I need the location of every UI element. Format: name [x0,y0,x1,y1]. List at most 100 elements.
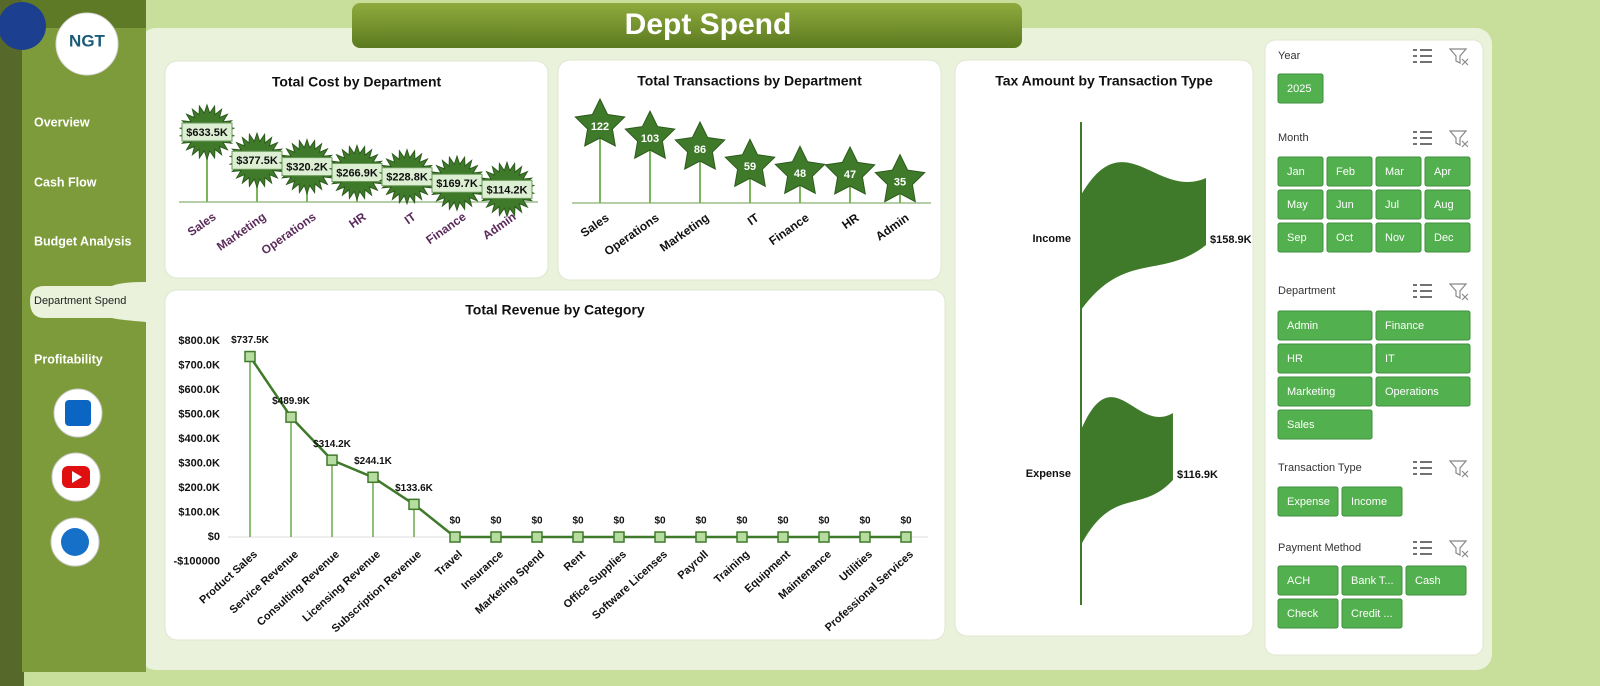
data-label: $133.6K [395,483,434,494]
point-marker [490,531,502,543]
slicer-title: Year [1278,50,1301,62]
slicer-item[interactable]: Finance [1385,320,1424,332]
multi-select-icon[interactable] [1413,541,1432,555]
slicer-item[interactable]: 2025 [1287,83,1311,95]
slicer-button[interactable] [1375,156,1422,187]
linkedin-icon [65,400,91,426]
slicer-button[interactable] [1326,156,1373,187]
slicer-item[interactable]: Credit ... [1351,608,1393,620]
clear-filter-icon[interactable] [1448,130,1469,148]
slicer-item[interactable]: ACH [1287,575,1310,587]
slicer-button[interactable] [1277,409,1373,440]
multi-select-icon[interactable] [1413,461,1432,475]
data-label: $0 [900,516,912,527]
slicer-button[interactable] [1375,343,1471,374]
slicer-button[interactable] [1341,598,1403,629]
point-marker [900,531,912,543]
logo-text: NGT [69,31,106,50]
slicer-button[interactable] [1375,222,1422,253]
slicer-button[interactable] [1277,343,1373,374]
data-label: $737.5K [231,335,270,346]
slicer-item[interactable]: Bank T... [1351,575,1394,587]
slicer-button[interactable] [1277,222,1324,253]
data-label: 59 [744,161,756,173]
slicer-button[interactable] [1424,189,1471,220]
nav-item[interactable]: Overview [34,115,90,129]
slicer-item[interactable]: Feb [1336,166,1355,178]
slicer-button[interactable] [1277,565,1339,596]
slicer-item[interactable]: Marketing [1287,386,1335,398]
clear-filter-icon[interactable] [1448,460,1469,478]
multi-select-icon[interactable] [1413,284,1432,298]
slicer-item[interactable]: HR [1287,353,1303,365]
slicer-item[interactable]: Admin [1287,320,1318,332]
slicer-button[interactable] [1326,222,1373,253]
slicer-item[interactable]: Oct [1336,232,1353,244]
slicer-button[interactable] [1277,376,1373,407]
data-label: $377.5K [236,155,278,167]
slicer-button[interactable] [1424,156,1471,187]
slicer-button[interactable] [1375,189,1422,220]
card [164,289,946,641]
slicer-item[interactable]: IT [1385,353,1395,365]
slicer-button[interactable] [1341,486,1403,517]
point-marker [244,350,256,363]
nav-item[interactable]: Department Spend [34,295,126,307]
slicer-button[interactable] [1277,189,1324,220]
slicer-item[interactable]: Sales [1287,419,1315,431]
category-label: Income [1032,233,1071,245]
slicer-title: Department [1278,285,1335,297]
slicer-item[interactable]: Sep [1287,232,1307,244]
slicer-button[interactable] [1375,376,1471,407]
nav-item[interactable]: Profitability [34,352,103,366]
slicer-item[interactable]: Check [1287,608,1319,620]
nav-item[interactable]: Budget Analysis [34,234,132,248]
clear-filter-icon[interactable] [1448,48,1469,66]
multi-select-icon[interactable] [1413,131,1432,145]
slicer-item[interactable]: Jul [1385,199,1399,211]
slicer-button[interactable] [1341,565,1403,596]
slicer-item[interactable]: Operations [1385,386,1439,398]
data-label: $116.9K [1177,469,1218,481]
slicer-item[interactable]: May [1287,199,1308,211]
slicer-item[interactable]: Nov [1385,232,1405,244]
point-marker [777,531,789,543]
multi-select-icon[interactable] [1413,49,1432,63]
point-marker [408,498,420,511]
card [954,59,1254,637]
slicer-item[interactable]: Cash [1415,575,1441,587]
slicer-button[interactable] [1375,310,1471,341]
nav-item[interactable]: Cash Flow [34,175,97,189]
slicer-button[interactable] [1277,310,1373,341]
slicer-button[interactable] [1277,486,1339,517]
slicer-item[interactable]: Jan [1287,166,1305,178]
label-box [181,122,233,142]
slicer-title: Payment Method [1278,542,1361,554]
slicer-button[interactable] [1277,73,1324,104]
y-tick-label: $200.0K [178,482,220,494]
slicer-button[interactable] [1326,189,1373,220]
slicer-item[interactable]: Income [1351,496,1387,508]
slicer-item[interactable]: Jun [1336,199,1354,211]
data-label: $0 [695,516,707,527]
slicer-button[interactable] [1277,156,1324,187]
slicer-button[interactable] [1277,598,1339,629]
clear-filter-icon[interactable] [1448,283,1469,301]
logo [55,12,119,76]
slicer-item[interactable]: Aug [1434,199,1454,211]
slicer-item[interactable]: Dec [1434,232,1454,244]
slicer-button[interactable] [1424,222,1471,253]
data-label: $228.8K [386,172,428,184]
slicer-item[interactable]: Mar [1385,166,1404,178]
side-strip [0,0,24,686]
slicer-button[interactable] [1405,565,1467,596]
data-label: $0 [818,516,830,527]
star-marker [674,120,726,171]
slicer-item[interactable]: Apr [1434,166,1451,178]
data-label: 122 [591,121,609,133]
y-tick-label: $600.0K [178,384,220,396]
slicer-item[interactable]: Expense [1287,496,1330,508]
data-label: $0 [449,516,461,527]
clear-filter-icon[interactable] [1448,540,1469,558]
point-marker [613,531,625,543]
